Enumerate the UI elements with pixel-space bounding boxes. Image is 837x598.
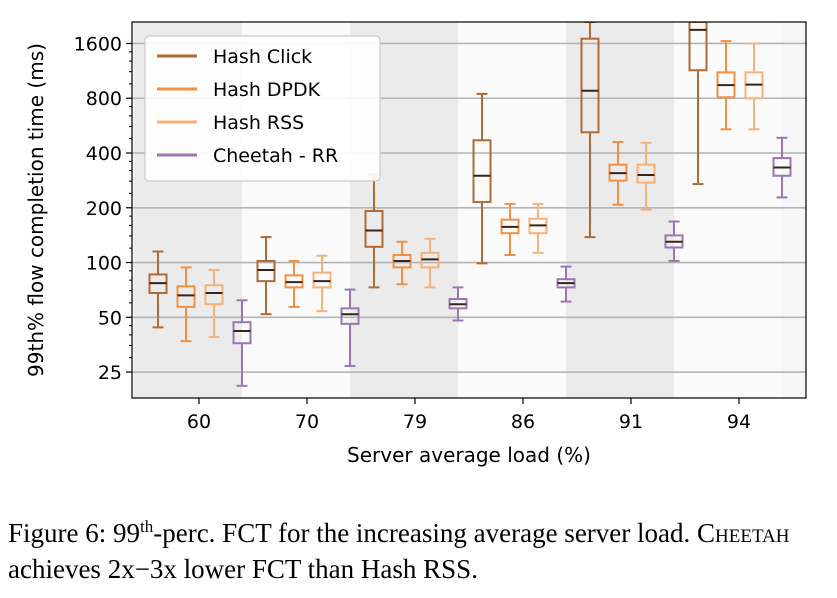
- box-iqr: [580, 37, 600, 134]
- caption-middle: -perc. FCT for the increasing average se…: [153, 518, 698, 548]
- legend: Hash Click Hash DPDK Hash RSS Cheetah - RR: [144, 35, 381, 182]
- box-60: [232, 299, 252, 387]
- box-clip-group: [148, 22, 792, 387]
- y-tick-label-400: 400: [86, 143, 122, 165]
- box-70: [340, 288, 360, 367]
- box-94: [772, 136, 792, 199]
- box-94: [716, 40, 736, 131]
- x-tick-label-91: 91: [619, 411, 643, 433]
- caption-suffix: achieves 2x−3x lower FCT than Hash RSS.: [8, 554, 478, 584]
- box-iqr: [688, 22, 708, 72]
- box-94: [744, 42, 764, 131]
- x-tick-label-79: 79: [403, 411, 427, 433]
- box-iqr: [176, 285, 196, 308]
- box-iqr: [340, 307, 360, 325]
- y-tick-label-100: 100: [86, 253, 122, 275]
- legend-box: [144, 35, 381, 182]
- y-tick-label-200: 200: [86, 198, 122, 220]
- legend-hash-rss-label: Hash RSS: [213, 112, 304, 134]
- y-tick-label-800: 800: [86, 88, 122, 110]
- series-hash-dpdk: [176, 40, 736, 343]
- box-91: [664, 220, 684, 262]
- box-79: [392, 240, 412, 286]
- x-tick-label-70: 70: [295, 411, 319, 433]
- caption-cheetah: Cheetah: [697, 518, 790, 548]
- y-axis-ticks: 25 50 100 200 400 800 1600: [74, 33, 132, 384]
- box-86: [472, 92, 492, 265]
- series-hash-rss: [204, 42, 764, 338]
- legend-cheetah-rr-label: Cheetah - RR: [213, 145, 338, 167]
- y-tick-label-25: 25: [98, 362, 122, 384]
- box-79: [448, 286, 468, 322]
- box-91: [636, 141, 656, 211]
- box-60: [148, 250, 168, 329]
- box-94: [688, 22, 708, 186]
- x-axis-ticks: 60 70 79 86 91 94: [187, 398, 751, 433]
- y-axis-label: 99th% flow completion time (ms): [24, 43, 48, 377]
- legend-hash-click-label: Hash Click: [213, 46, 312, 68]
- box-iqr: [256, 259, 276, 283]
- x-tick-label-86: 86: [511, 411, 535, 433]
- y-tick-label-1600: 1600: [74, 33, 122, 55]
- box-60: [204, 268, 224, 338]
- box-91: [608, 140, 628, 206]
- box-70: [284, 259, 304, 308]
- caption-superscript: th: [140, 517, 154, 536]
- box-79: [420, 237, 440, 289]
- box-86: [500, 202, 520, 256]
- series-cheetah-rr: [232, 136, 792, 387]
- box-iqr: [232, 321, 252, 345]
- box-79: [364, 173, 384, 289]
- band-91: [566, 22, 674, 398]
- band-86: [458, 22, 566, 398]
- band-94: [674, 22, 782, 398]
- series-hash-click: [148, 22, 708, 329]
- box-86: [556, 265, 576, 303]
- box-86: [528, 202, 548, 254]
- box-iqr: [204, 284, 224, 306]
- box-iqr: [364, 209, 384, 248]
- legend-hash-dpdk-label: Hash DPDK: [213, 79, 321, 101]
- box-plot-chart: 25 50 100 200 400 800 1600 60 70 79 86 91 94 Server…: [24, 21, 807, 467]
- box-iqr: [472, 139, 492, 204]
- box-iqr: [636, 163, 656, 184]
- x-tick-label-60: 60: [187, 411, 211, 433]
- box-groups: [148, 22, 792, 387]
- box-iqr: [312, 271, 332, 289]
- box-70: [256, 236, 276, 316]
- y-tick-label-50: 50: [98, 307, 122, 329]
- box-91: [580, 22, 600, 239]
- caption-prefix: Figure 6: 99: [8, 518, 140, 548]
- box-70: [312, 254, 332, 313]
- plot-frame: [131, 21, 807, 399]
- x-tick-label-94: 94: [727, 411, 751, 433]
- box-60: [176, 266, 196, 343]
- x-axis-label: Server average load (%): [347, 443, 591, 467]
- figure-caption: Figure 6: 99th-perc. FCT for the increas…: [8, 515, 830, 587]
